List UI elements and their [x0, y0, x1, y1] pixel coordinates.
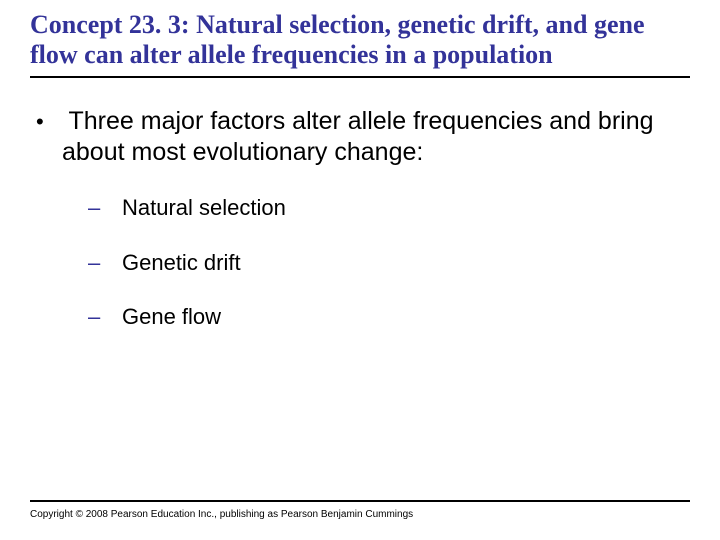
slide-title: Concept 23. 3: Natural selection, geneti… — [30, 10, 690, 78]
bullet-item-level2: Gene flow — [88, 303, 690, 332]
bullet-list-level1: Three major factors alter allele frequen… — [36, 106, 690, 332]
footer-rule: Copyright © 2008 Pearson Education Inc.,… — [30, 500, 690, 522]
bullet-text: Gene flow — [122, 304, 221, 329]
bullet-text: Three major factors alter allele frequen… — [62, 107, 654, 166]
bullet-item-level1: Three major factors alter allele frequen… — [36, 106, 690, 332]
copyright-text: Copyright © 2008 Pearson Education Inc.,… — [30, 509, 413, 520]
slide: Concept 23. 3: Natural selection, geneti… — [0, 0, 720, 540]
bullet-text: Genetic drift — [122, 250, 241, 275]
bullet-item-level2: Natural selection — [88, 194, 690, 223]
bullet-list-level2: Natural selection Genetic drift Gene flo… — [62, 194, 690, 332]
bullet-text: Natural selection — [122, 195, 286, 220]
slide-body: Three major factors alter allele frequen… — [30, 106, 690, 332]
slide-footer: Copyright © 2008 Pearson Education Inc.,… — [30, 500, 690, 522]
bullet-item-level2: Genetic drift — [88, 249, 690, 278]
